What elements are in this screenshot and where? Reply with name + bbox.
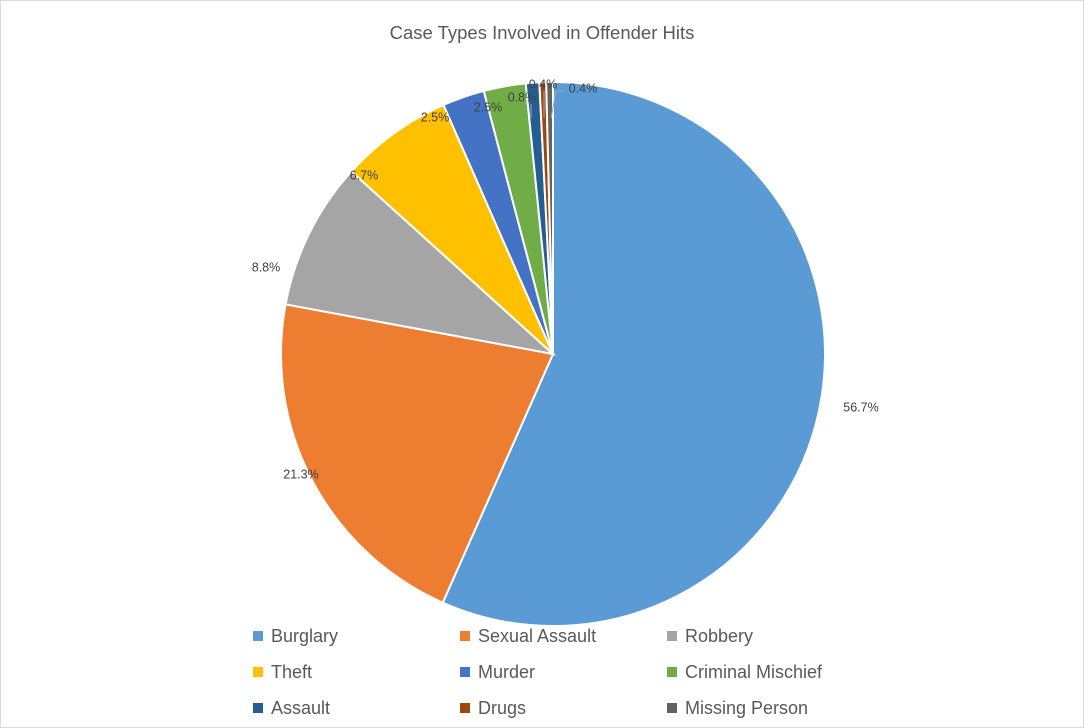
legend-item-assault: Assault bbox=[253, 697, 330, 719]
legend-label-assault: Assault bbox=[271, 697, 331, 718]
pie-slice-sexual-assault bbox=[280, 303, 555, 604]
legend-label-burglary: Burglary bbox=[271, 625, 339, 646]
pie-slice-theft bbox=[349, 103, 554, 355]
data-label-sexual-assault: 21.3% bbox=[283, 467, 318, 481]
chart-title: Case Types Involved in Offender Hits bbox=[389, 22, 695, 43]
data-label-murder: 2.5% bbox=[421, 110, 450, 124]
legend-swatch-drugs bbox=[460, 703, 470, 713]
legend-item-murder: Murder bbox=[460, 661, 535, 683]
legend-swatch-sexual-assault bbox=[460, 631, 470, 641]
legend-swatch-criminal-mischief bbox=[667, 667, 677, 677]
data-label-drugs: 0.4% bbox=[529, 77, 558, 91]
data-label-theft: 6.7% bbox=[350, 168, 379, 182]
pie-slice-robbery bbox=[284, 169, 557, 356]
legend-item-burglary: Burglary bbox=[253, 625, 338, 647]
data-label-robbery: 8.8% bbox=[252, 260, 281, 274]
legend-label-missing-person: Missing Person bbox=[685, 697, 809, 718]
legend-swatch-murder bbox=[460, 667, 470, 677]
data-label-criminal-mischief: 2.5% bbox=[474, 100, 503, 114]
legend-label-drugs: Drugs bbox=[478, 697, 527, 718]
leader-line-missing-person bbox=[550, 90, 564, 119]
legend-label-robbery: Robbery bbox=[685, 625, 754, 646]
legend-item-robbery: Robbery bbox=[667, 625, 753, 647]
legend-item-theft: Theft bbox=[253, 661, 312, 683]
legend-swatch-burglary bbox=[253, 631, 263, 641]
pie-slice-missing-person bbox=[545, 80, 554, 355]
legend-label-criminal-mischief: Criminal Mischief bbox=[685, 661, 823, 682]
legend-label-murder: Murder bbox=[478, 661, 536, 682]
legend-item-drugs: Drugs bbox=[460, 697, 526, 719]
data-label-assault: 0.8% bbox=[508, 90, 537, 104]
legend-item-sexual-assault: Sexual Assault bbox=[460, 625, 596, 647]
pie-slice-burglary bbox=[441, 80, 826, 627]
legend-swatch-assault bbox=[253, 703, 263, 713]
legend-item-criminal-mischief: Criminal Mischief bbox=[667, 661, 822, 683]
legend-item-missing-person: Missing Person bbox=[667, 697, 808, 719]
legend-swatch-theft bbox=[253, 667, 263, 677]
data-label-missing-person: 0.4% bbox=[569, 81, 598, 95]
legend-label-sexual-assault: Sexual Assault bbox=[478, 625, 597, 646]
legend-swatch-missing-person bbox=[667, 703, 677, 713]
legend-label-theft: Theft bbox=[271, 661, 313, 682]
data-label-burglary: 56.7% bbox=[843, 400, 878, 414]
legend-swatch-robbery bbox=[667, 631, 677, 641]
